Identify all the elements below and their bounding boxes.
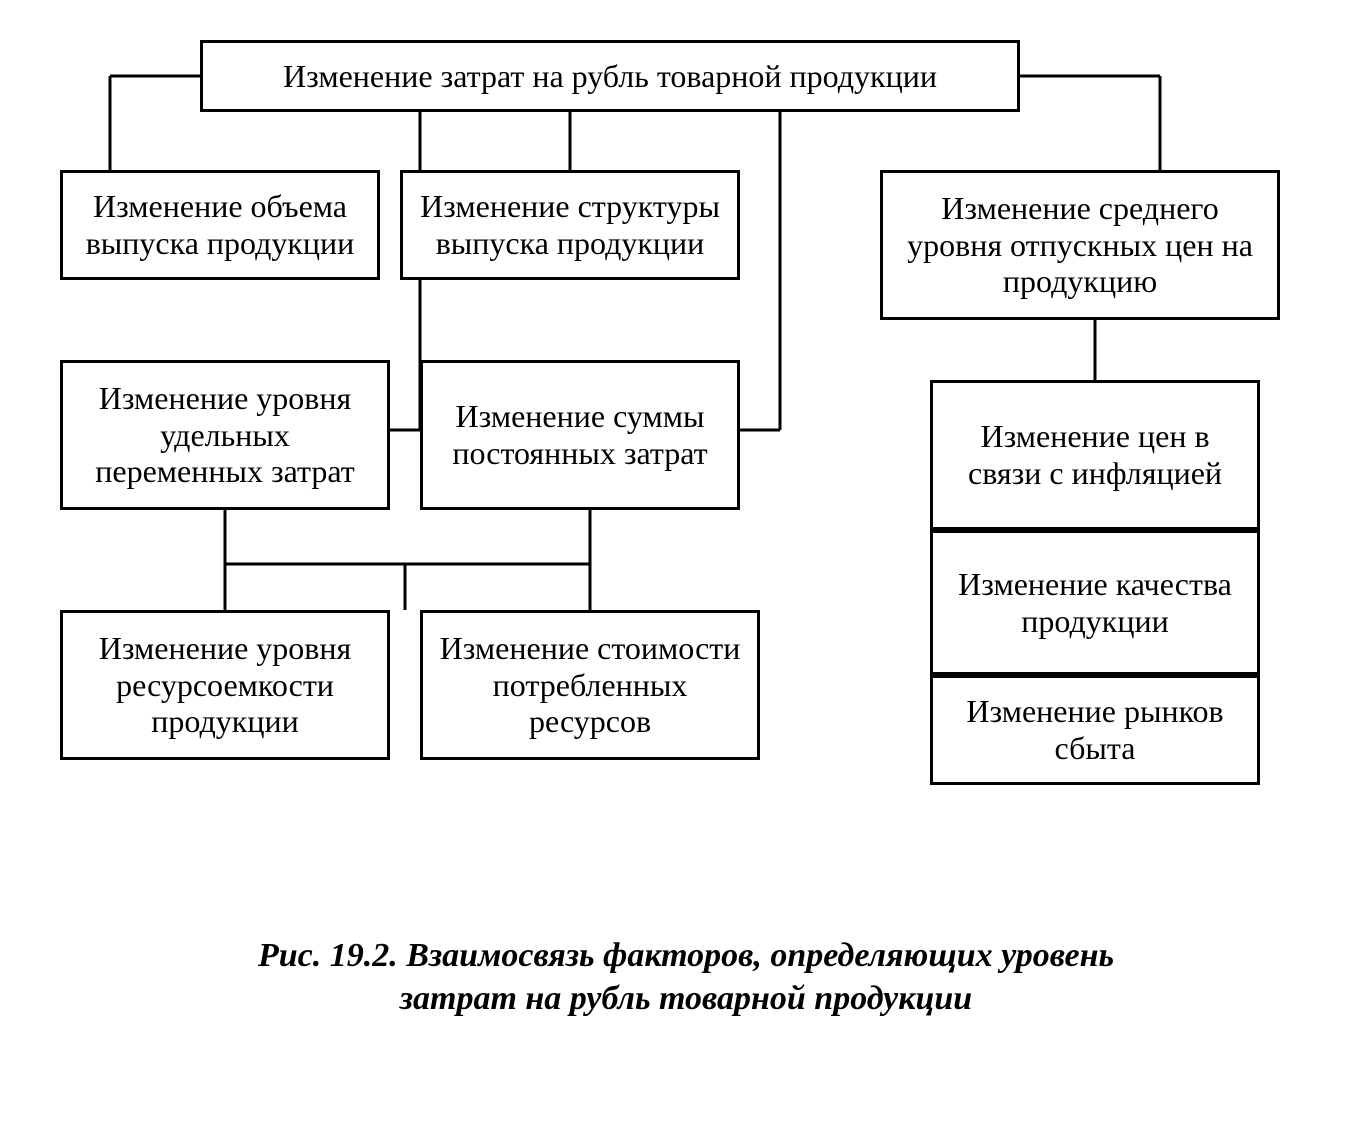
node-fixed-cost: Изменение суммы постоянных затрат [420, 360, 740, 510]
node-quality: Изменение качества продукции [930, 530, 1260, 675]
node-markets-label: Изменение рынков сбыта [943, 693, 1247, 767]
node-root-label: Изменение затрат на рубль товарной проду… [283, 58, 937, 95]
node-inflation: Изменение цен в связи с инфляцией [930, 380, 1260, 530]
node-root: Изменение затрат на рубль товарной проду… [200, 40, 1020, 112]
node-structure: Изменение структуры выпуска продукции [400, 170, 740, 280]
node-volume: Изменение объема выпуска продукции [60, 170, 380, 280]
node-volume-label: Изменение объема выпуска продукции [73, 188, 367, 262]
caption-line2: затрат на рубль товарной продукции [400, 980, 972, 1017]
node-variable-cost: Изменение уровня удельных переменных зат… [60, 360, 390, 510]
node-fixed-cost-label: Изменение суммы постоянных затрат [433, 398, 727, 472]
node-markets: Изменение рынков сбыта [930, 675, 1260, 785]
node-resource-cost-label: Изменение стоимости потребленных ресурсо… [433, 630, 747, 740]
node-resource-intensity: Изменение уровня ресурсоемкости продукци… [60, 610, 390, 760]
node-quality-label: Изменение качества продукции [943, 566, 1247, 640]
node-resource-cost: Изменение стоимости потребленных ресурсо… [420, 610, 760, 760]
node-price-level: Изменение среднего уровня отпускных цен … [880, 170, 1280, 320]
caption-line1: Рис. 19.2. Взаимосвязь факторов, определ… [258, 937, 1114, 974]
node-resource-intensity-label: Изменение уровня ресурсоемкости продукци… [73, 630, 377, 740]
node-structure-label: Изменение структуры выпуска продукции [413, 188, 727, 262]
diagram-canvas: Изменение затрат на рубль товарной проду… [0, 0, 1372, 1132]
figure-caption: Рис. 19.2. Взаимосвязь факторов, определ… [0, 935, 1372, 1020]
node-inflation-label: Изменение цен в связи с инфляцией [943, 418, 1247, 492]
node-variable-cost-label: Изменение уровня удельных переменных зат… [73, 380, 377, 490]
node-price-level-label: Изменение среднего уровня отпускных цен … [893, 190, 1267, 300]
